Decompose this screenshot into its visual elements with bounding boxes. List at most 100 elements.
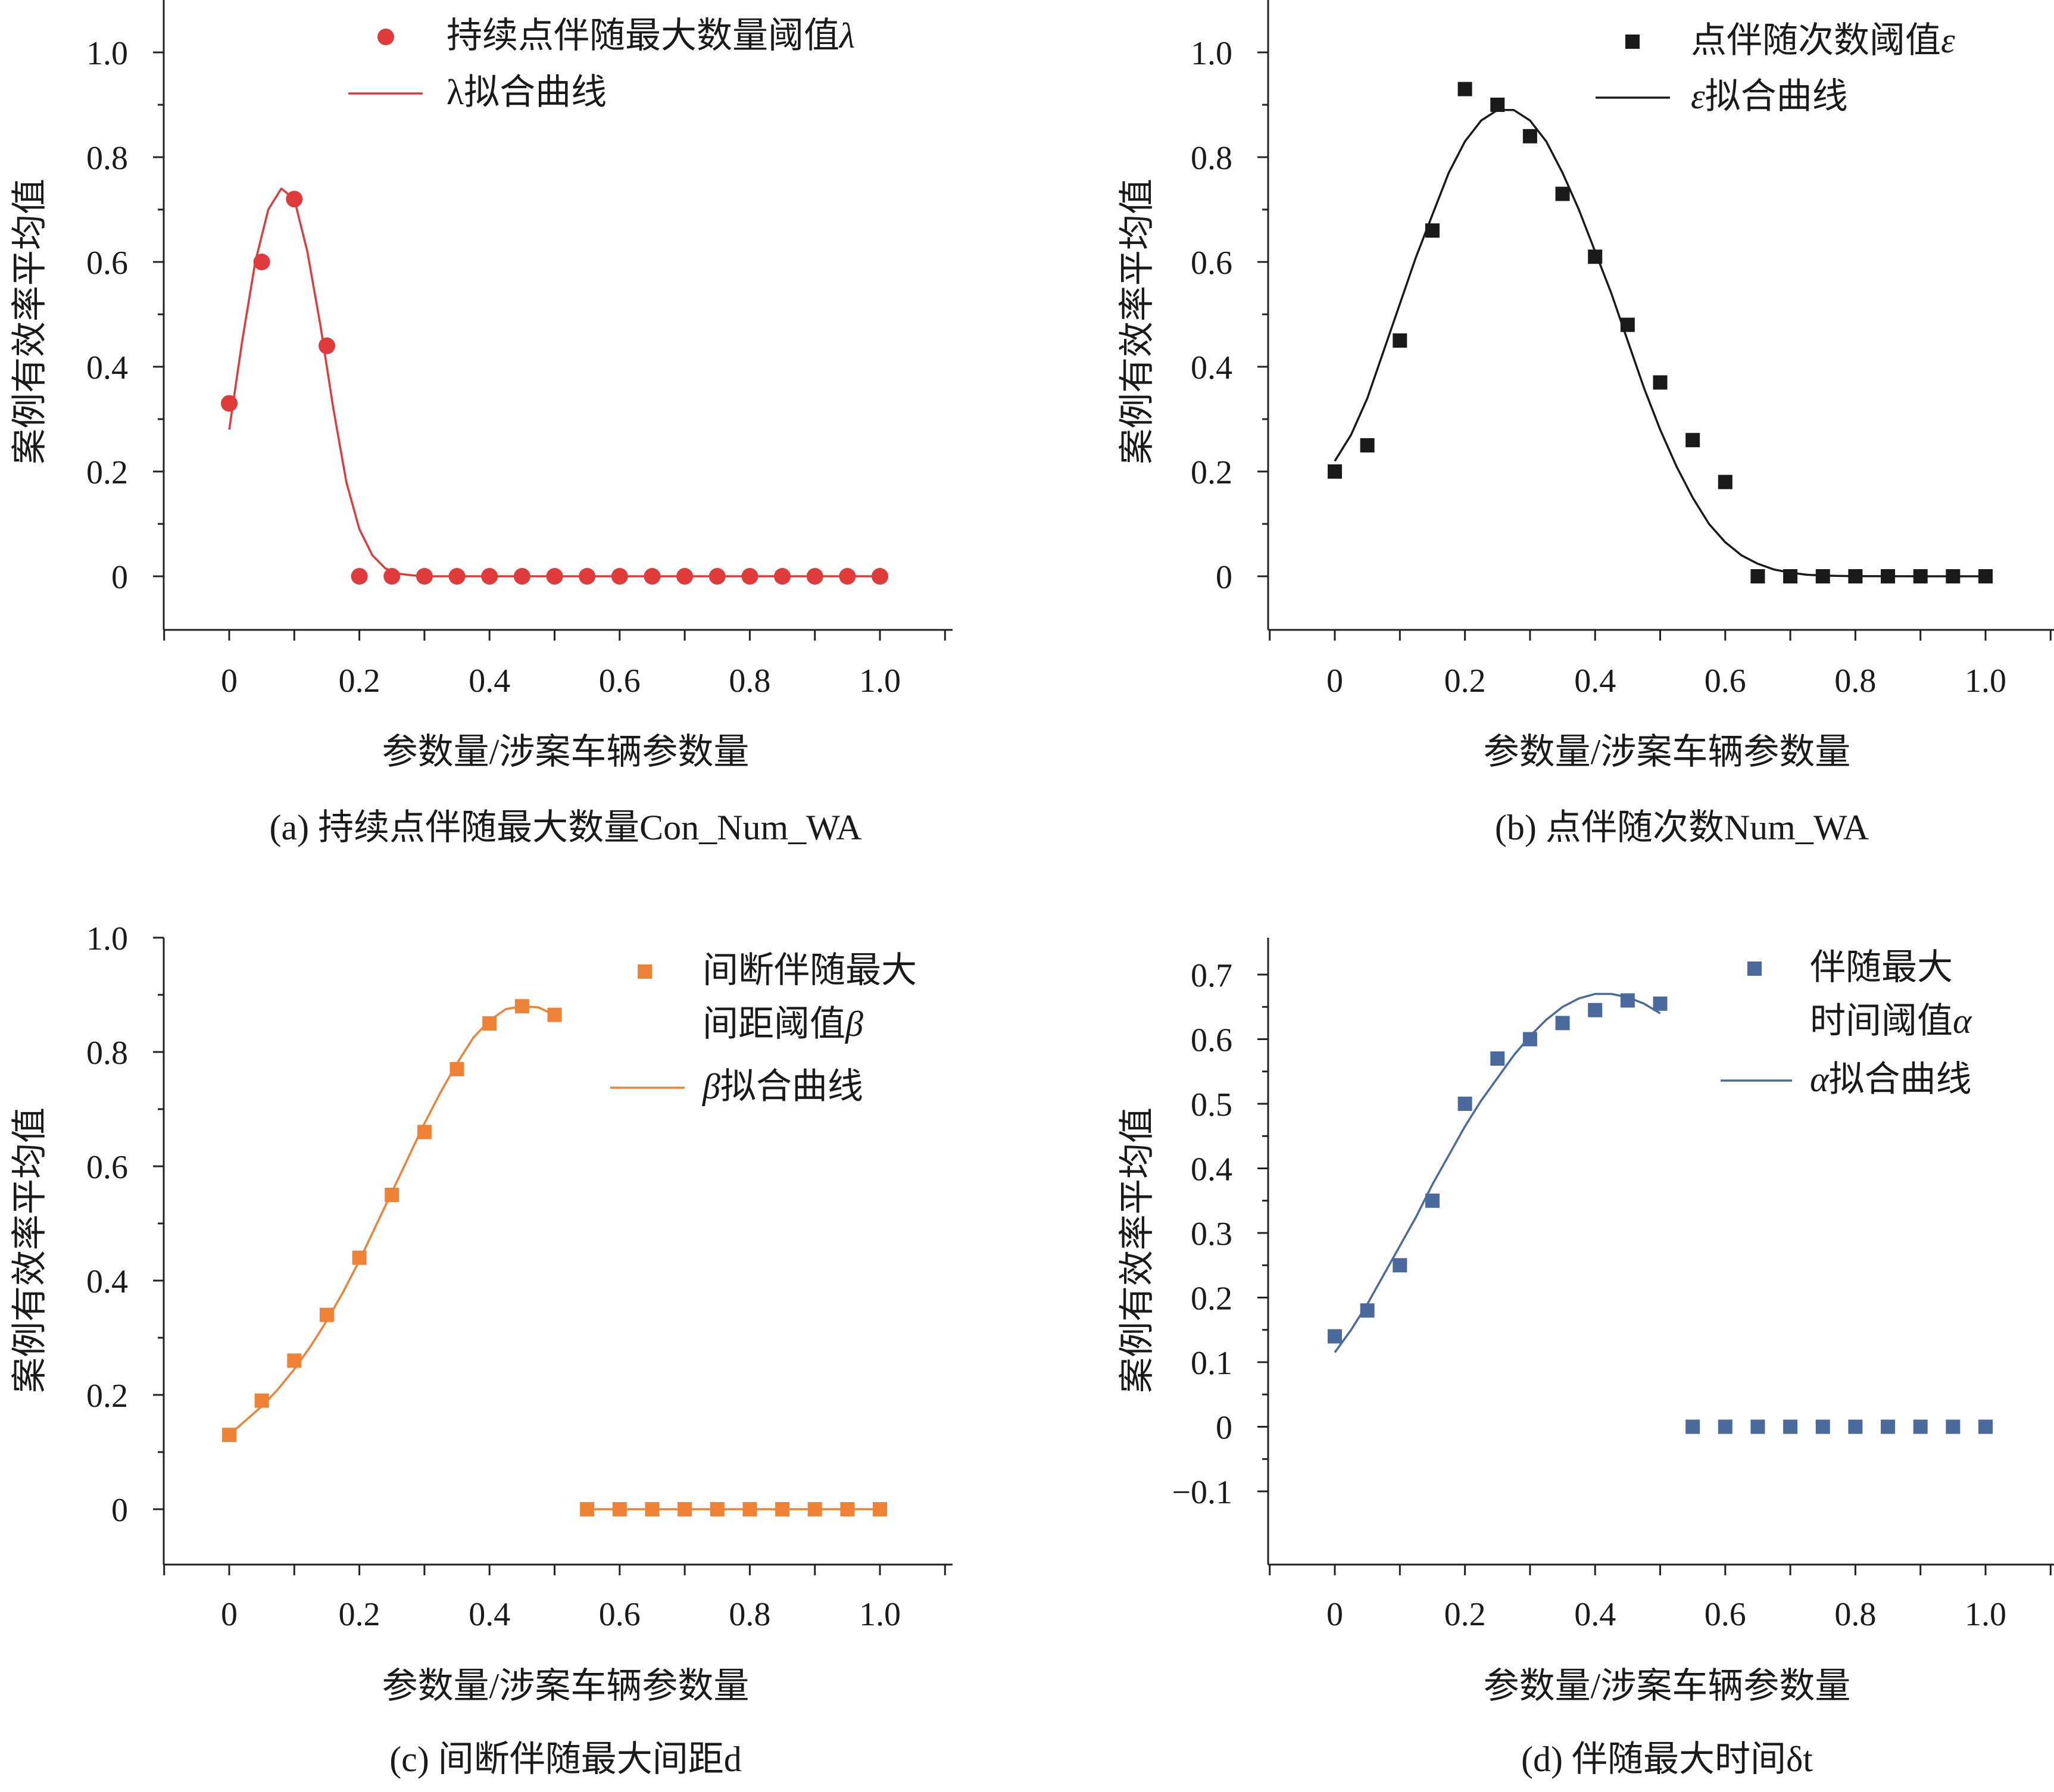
data-point — [1881, 569, 1896, 583]
data-point — [319, 1307, 334, 1322]
data-point — [1490, 98, 1505, 112]
x-tick-label: 0.2 — [1444, 663, 1486, 700]
y-tick-label: 0.4 — [86, 1263, 128, 1300]
y-tick-label: 0.2 — [86, 454, 128, 491]
data-point — [806, 568, 823, 585]
data-point — [547, 1007, 562, 1022]
data-point — [1620, 317, 1635, 332]
legend-symbol: β — [845, 1004, 863, 1044]
y-axis-label: 案例有效率平均值 — [1117, 179, 1157, 464]
legend-symbol: α — [1953, 1001, 1972, 1041]
data-point — [1328, 1329, 1342, 1344]
data-point — [1848, 569, 1863, 583]
x-tick-label: 0 — [221, 663, 238, 700]
y-tick-label: 0.6 — [86, 1149, 128, 1186]
data-point — [839, 568, 856, 585]
data-point — [645, 1502, 660, 1516]
fit-curve — [228, 188, 880, 577]
y-tick-label: 0.5 — [1191, 1087, 1232, 1123]
data-point — [1360, 438, 1375, 452]
y-tick-label: 0.6 — [1191, 245, 1232, 282]
legend-symbol: α — [1810, 1060, 1830, 1099]
data-point — [1881, 1419, 1896, 1434]
legend-label-curve: ε拟合曲线 — [1691, 77, 1848, 116]
data-point — [352, 1250, 367, 1265]
panel-caption: (d) 伴随最大时间δt — [1521, 1740, 1813, 1779]
data-point — [1685, 433, 1700, 448]
data-point — [1848, 1419, 1863, 1434]
y-tick-label: 0 — [1216, 559, 1232, 596]
fit-curve — [1334, 992, 1661, 1353]
data-point — [1653, 375, 1668, 390]
legend-label-points-line2: 时间阈值α — [1810, 1001, 1972, 1041]
data-point — [840, 1502, 855, 1516]
legend-marker — [1747, 961, 1762, 976]
x-tick-label: 0.4 — [469, 1596, 510, 1633]
data-point — [287, 1353, 302, 1368]
x-tick-label: 0.8 — [729, 663, 770, 700]
y-tick-label: 0 — [111, 1492, 128, 1529]
data-point — [546, 568, 563, 585]
y-tick-label: 0 — [111, 559, 128, 596]
data-point — [676, 568, 694, 585]
data-point — [417, 1125, 432, 1139]
data-point — [710, 1502, 725, 1516]
x-tick-label: 0 — [1326, 1596, 1343, 1633]
y-tick-label: −0.1 — [1172, 1474, 1232, 1511]
x-tick-label: 0 — [221, 1596, 238, 1633]
data-point — [1393, 333, 1407, 348]
legend-label-curve: α拟合曲线 — [1810, 1060, 1972, 1099]
legend-label-text: 拟合曲线 — [1829, 1060, 1972, 1099]
x-axis-label: 参数量/涉案车辆参数量 — [382, 732, 750, 772]
x-axis-label: 参数量/涉案车辆参数量 — [382, 1666, 750, 1706]
x-tick-label: 0.6 — [1705, 663, 1746, 700]
y-tick-label: 0.6 — [1191, 1022, 1232, 1059]
y-tick-label: 0.6 — [86, 245, 128, 282]
y-tick-label: 0.4 — [1191, 349, 1232, 386]
y-tick-label: 0.2 — [1191, 1281, 1232, 1318]
y-tick-label: 0.4 — [1191, 1151, 1232, 1188]
y-tick-label: 1.0 — [86, 920, 128, 957]
y-tick-label: 0.2 — [86, 1378, 128, 1415]
x-tick-label: 0.8 — [1834, 1596, 1876, 1633]
y-axis-label: 案例有效率平均值 — [10, 1107, 49, 1393]
y-tick-label: 0.7 — [1191, 957, 1232, 994]
data-point — [1555, 1016, 1570, 1031]
data-point — [416, 568, 433, 585]
y-tick-label: 0.2 — [1191, 454, 1232, 491]
panel-b: 0 0.2 0.4 0.6 0.8 1.0 0 0.2 0.4 0.6 0.8 1.0 参数量/涉案车辆… — [1117, 0, 2054, 847]
legend-label-points-line2: 间距阈值β — [703, 1004, 863, 1044]
legend-marker — [638, 964, 652, 979]
data-point — [1555, 186, 1570, 201]
data-point — [580, 1502, 595, 1516]
x-tick-label: 0.4 — [1574, 1596, 1616, 1633]
legend-label-text: 拟合曲线 — [464, 73, 607, 112]
legend-symbol: β — [702, 1067, 720, 1106]
data-point — [1815, 569, 1830, 583]
data-point — [1457, 82, 1472, 96]
x-axis-label: 参数量/涉案车辆参数量 — [1484, 732, 1851, 772]
data-point — [1946, 1419, 1961, 1434]
data-point — [514, 999, 529, 1014]
legend-label-points: 间断伴随最大 — [703, 951, 917, 990]
fit-curve — [1334, 109, 1986, 577]
x-tick-label: 0.6 — [599, 663, 641, 700]
panel-caption: (b) 点伴随次数Num_WA — [1495, 808, 1869, 847]
data-point — [1978, 1419, 1993, 1434]
data-point — [1490, 1051, 1505, 1066]
data-point — [222, 1428, 236, 1443]
data-point — [1588, 249, 1603, 264]
panel-c: 0 0.2 0.4 0.6 0.8 1.0 0 0.2 0.4 0.6 0.8 1.0 参数量/涉案车辆… — [10, 920, 953, 1779]
fit-curve — [228, 1005, 555, 1436]
data-point — [579, 568, 596, 585]
data-point — [1457, 1097, 1472, 1111]
data-point — [742, 1502, 757, 1516]
panel-caption: (c) 间断伴随最大间距d — [389, 1740, 742, 1779]
legend-label-text: 拟合曲线 — [1705, 77, 1848, 116]
y-tick-label: 0.8 — [86, 1035, 128, 1072]
legend-symbol: λ — [838, 16, 855, 55]
data-point — [448, 568, 466, 585]
